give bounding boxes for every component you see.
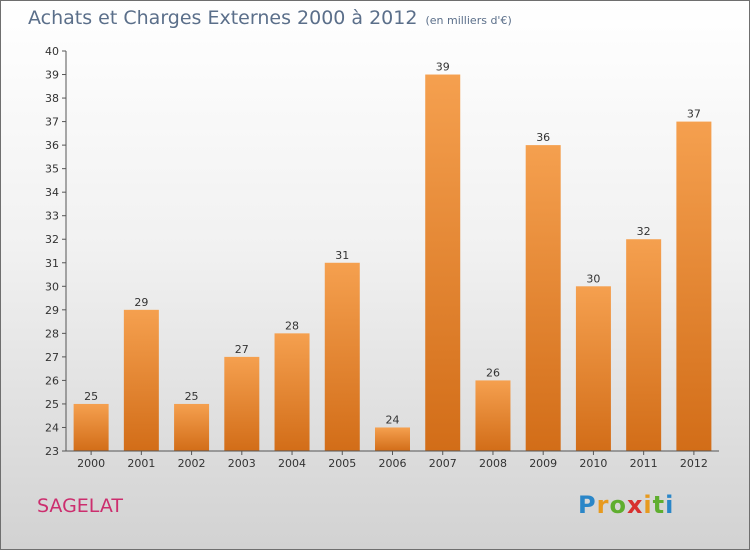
x-tick-label: 2006 xyxy=(379,457,407,470)
bar-2007 xyxy=(425,74,461,451)
bar-2012 xyxy=(676,121,712,452)
bar-2009 xyxy=(525,145,561,451)
x-tick-label: 2011 xyxy=(630,457,658,470)
y-tick-label: 32 xyxy=(45,233,59,246)
y-tick-label: 23 xyxy=(45,445,59,458)
value-label: 31 xyxy=(335,249,349,262)
logo-letter: o xyxy=(609,491,627,519)
y-tick-label: 28 xyxy=(45,327,59,340)
bar-2011 xyxy=(626,239,662,451)
value-label: 39 xyxy=(436,61,450,74)
logo-letter: P xyxy=(578,491,597,519)
bar-2010 xyxy=(575,286,611,451)
chart-title-text: Achats et Charges Externes 2000 à 2012 xyxy=(28,7,418,29)
value-label: 28 xyxy=(285,319,299,332)
y-tick-label: 26 xyxy=(45,374,59,387)
bar-2002 xyxy=(174,403,210,451)
y-tick-label: 29 xyxy=(45,304,59,317)
value-label: 25 xyxy=(185,390,199,403)
y-tick-label: 36 xyxy=(45,139,59,152)
value-label: 24 xyxy=(386,413,400,426)
y-tick-label: 40 xyxy=(45,45,59,58)
x-tick-label: 2003 xyxy=(228,457,256,470)
logo-letter: x xyxy=(626,491,644,519)
bar-2005 xyxy=(324,262,360,451)
logo-letter: r xyxy=(596,491,610,519)
x-tick-label: 2009 xyxy=(529,457,557,470)
x-tick-label: 2004 xyxy=(278,457,306,470)
value-label: 29 xyxy=(134,296,148,309)
value-label: 25 xyxy=(84,390,98,403)
proxiti-logo: Proxiti xyxy=(578,491,674,519)
y-tick-label: 35 xyxy=(45,163,59,176)
x-tick-label: 2001 xyxy=(127,457,155,470)
value-label: 30 xyxy=(586,272,600,285)
y-tick-label: 27 xyxy=(45,351,59,364)
y-tick-label: 39 xyxy=(45,69,59,82)
logo-letter: i xyxy=(643,491,653,519)
logo-letter: t xyxy=(652,491,666,519)
chart-unit-note: (en milliers d'€) xyxy=(425,14,512,27)
y-tick-label: 37 xyxy=(45,116,59,129)
bar-2004 xyxy=(274,333,310,451)
x-tick-label: 2005 xyxy=(328,457,356,470)
place-name: SAGELAT xyxy=(37,495,123,517)
value-label: 32 xyxy=(637,225,651,238)
y-tick-label: 30 xyxy=(45,280,59,293)
x-tick-label: 2000 xyxy=(77,457,105,470)
y-tick-label: 24 xyxy=(45,421,59,434)
y-tick-label: 33 xyxy=(45,210,59,223)
y-tick-label: 38 xyxy=(45,92,59,105)
bar-2006 xyxy=(375,427,410,451)
y-tick-label: 34 xyxy=(45,186,59,199)
bar-2003 xyxy=(224,356,260,451)
value-label: 27 xyxy=(235,343,249,356)
value-label: 36 xyxy=(536,131,550,144)
bar-2001 xyxy=(123,309,159,451)
value-label: 37 xyxy=(687,108,701,121)
y-tick-label: 25 xyxy=(45,398,59,411)
bar-2008 xyxy=(475,380,511,451)
bar-2000 xyxy=(73,403,109,451)
x-tick-label: 2002 xyxy=(178,457,206,470)
x-tick-label: 2007 xyxy=(429,457,457,470)
chart-title: Achats et Charges Externes 2000 à 2012 (e… xyxy=(28,7,512,29)
x-tick-label: 2012 xyxy=(680,457,708,470)
value-label: 26 xyxy=(486,366,500,379)
y-tick-label: 31 xyxy=(45,257,59,270)
logo-letter: i xyxy=(665,491,675,519)
x-tick-label: 2008 xyxy=(479,457,507,470)
x-tick-label: 2010 xyxy=(579,457,607,470)
